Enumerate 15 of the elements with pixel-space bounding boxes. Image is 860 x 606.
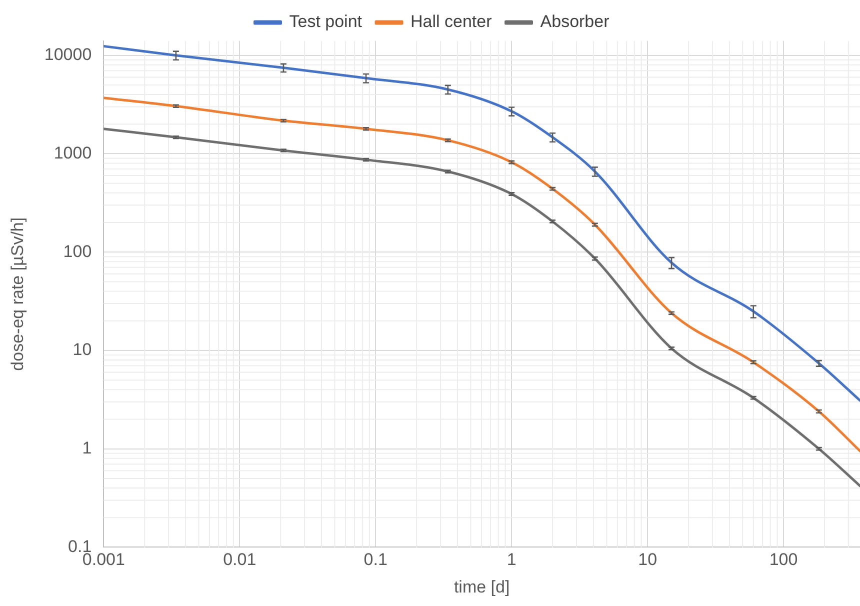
x-tick-label: 0.1 bbox=[364, 550, 388, 570]
y-axis-title: dose-eq rate [µSv/h] bbox=[8, 217, 27, 371]
legend-label: Absorber bbox=[540, 12, 610, 32]
x-tick-label: 1 bbox=[506, 550, 516, 570]
x-axis-title: time [d] bbox=[454, 577, 510, 596]
legend-label: Hall center bbox=[410, 12, 492, 32]
legend-label: Test point bbox=[289, 12, 362, 32]
y-tick-label: 100 bbox=[63, 242, 92, 261]
y-tick-label: 1000 bbox=[54, 143, 92, 162]
y-tick-label: 10000 bbox=[44, 45, 92, 64]
x-tick-label: 100 bbox=[769, 550, 798, 570]
x-tick-label: 0.01 bbox=[223, 550, 256, 570]
y-tick-label: 10 bbox=[72, 340, 92, 360]
y-tick-label: 1 bbox=[82, 438, 92, 458]
x-tick-label: 10 bbox=[638, 550, 658, 570]
